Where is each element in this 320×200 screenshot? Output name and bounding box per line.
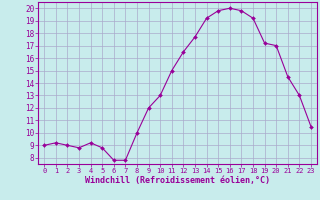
X-axis label: Windchill (Refroidissement éolien,°C): Windchill (Refroidissement éolien,°C) [85,176,270,185]
